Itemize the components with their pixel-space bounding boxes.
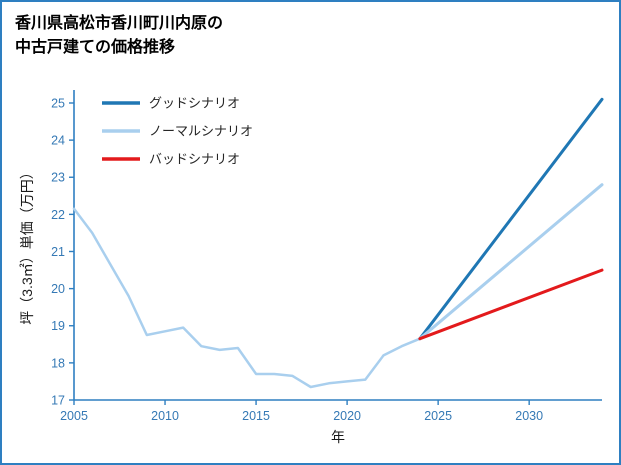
x-axis-label: 年 [331, 429, 345, 445]
y-axis-label: 坪（3.3㎡）単価（万円） [19, 165, 35, 324]
page-title-line1: 香川県高松市香川町川内原の [15, 15, 224, 32]
x-tick-label: 2030 [515, 409, 543, 423]
normal-scenario-line [418, 183, 604, 341]
y-tick-label: 20 [51, 282, 65, 296]
normal-scenario-legend-label: ノーマルシナリオ [149, 124, 253, 139]
y-tick-label: 19 [51, 319, 65, 333]
x-tick-label: 2005 [60, 409, 88, 423]
page-title: 香川県高松市香川町川内原の 中古戸建ての価格推移 [15, 12, 223, 60]
x-tick-label: 2015 [242, 409, 270, 423]
history-line [72, 207, 422, 389]
y-tick-label: 21 [51, 245, 65, 259]
y-tick-label: 25 [51, 96, 65, 110]
y-tick-label: 24 [51, 134, 65, 148]
y-tick-label: 22 [51, 208, 65, 222]
y-tick-label: 17 [51, 394, 65, 408]
bad-scenario-legend-label: バッドシナリオ [149, 152, 240, 167]
x-tick-label: 2025 [424, 409, 452, 423]
page-title-line2: 中古戸建ての価格推移 [15, 39, 176, 56]
y-tick-label: 23 [51, 171, 65, 185]
bad-scenario-line [418, 268, 604, 341]
x-tick-label: 2020 [333, 409, 361, 423]
y-tick-label: 18 [51, 356, 65, 370]
good-scenario-legend-label: グッドシナリオ [149, 96, 240, 111]
x-tick-label: 2010 [151, 409, 179, 423]
good-scenario-line [418, 97, 604, 341]
